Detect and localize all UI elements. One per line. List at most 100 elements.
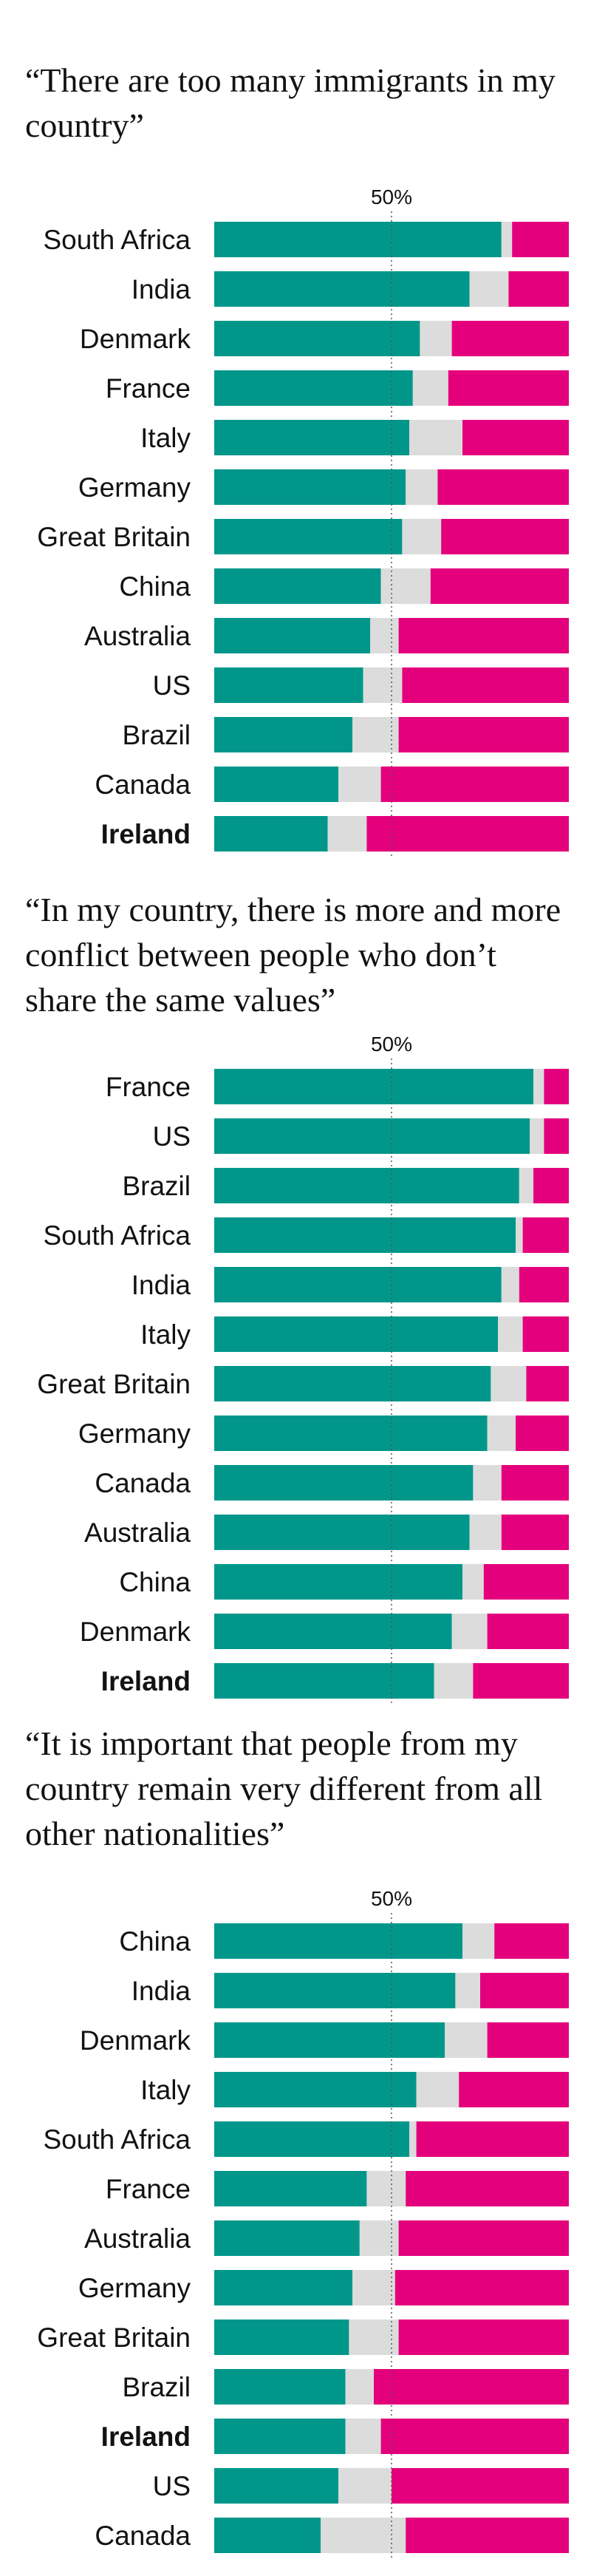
bar-segment-neutral [491, 1366, 527, 1401]
bar-row: India [131, 1973, 569, 2008]
bar-segment-agree [214, 2369, 346, 2405]
bar-row: Italy [140, 1316, 569, 1352]
bar-chart: 50% South Africa India Denmark France Italy Ge… [37, 186, 569, 857]
bar-row: Denmark [80, 321, 569, 356]
bar-segment-neutral [469, 1515, 502, 1550]
bar-segment-disagree [487, 1614, 569, 1649]
bar-segment-neutral [409, 420, 462, 455]
bar-segment-disagree [406, 2171, 569, 2206]
bar-segment-agree [214, 2419, 346, 2454]
bar-segment-agree [214, 271, 470, 307]
category-label: China [119, 1926, 191, 1957]
bar-row: Ireland [101, 816, 569, 852]
bar-segment-neutral [402, 519, 442, 554]
midline-label: 50% [371, 1887, 412, 1910]
category-label: France [106, 1072, 191, 1102]
bar-segment-disagree [380, 2419, 569, 2454]
bar-segment-disagree [430, 568, 569, 604]
bar-row: Denmark [80, 1614, 569, 1649]
bar-segment-neutral [445, 2022, 488, 2058]
bar-row: Brazil [122, 717, 569, 752]
bar-segment-disagree [448, 370, 569, 406]
category-label: Italy [140, 423, 191, 453]
bar-segment-neutral [352, 2270, 395, 2305]
bar-segment-disagree [374, 2369, 569, 2405]
category-label: France [106, 2174, 191, 2204]
bar-segment-agree [214, 1168, 519, 1203]
bar-segment-disagree [508, 271, 569, 307]
bar-row: Italy [140, 420, 569, 455]
bar-segment-agree [214, 1416, 488, 1451]
bar-segment-neutral [455, 1973, 480, 2008]
bar-chart: 50% China India Denmark Italy South Africa Fra… [37, 1887, 569, 2559]
bar-segment-disagree [416, 2121, 569, 2157]
bar-segment-disagree [526, 1366, 569, 1401]
bar-segment-neutral [338, 2468, 392, 2504]
category-label: Ireland [101, 2422, 191, 2452]
bar-segment-disagree [441, 519, 569, 554]
bar-segment-neutral [412, 370, 448, 406]
bar-segment-agree [214, 1267, 502, 1302]
bar-segment-neutral [519, 1168, 533, 1203]
category-label: South Africa [43, 1220, 191, 1251]
bar-segment-agree [214, 717, 353, 752]
category-label: Germany [78, 1418, 191, 1449]
bar-segment-neutral [380, 568, 431, 604]
bar-segment-agree [214, 2072, 417, 2107]
bar-segment-neutral [370, 618, 399, 653]
bar-segment-agree [214, 767, 338, 802]
bar-row: South Africa [43, 2121, 569, 2157]
bar-segment-disagree [380, 767, 569, 802]
bar-row: Germany [78, 1416, 569, 1451]
bar-segment-agree [214, 2220, 360, 2256]
bar-segment-agree [214, 321, 420, 356]
bar-row: Canada [95, 1465, 569, 1501]
bar-segment-agree [214, 2468, 338, 2504]
bar-segment-agree [214, 1217, 516, 1253]
bar-segment-disagree [398, 618, 569, 653]
bar-segment-disagree [519, 1267, 569, 1302]
bar-segment-disagree [544, 1069, 569, 1104]
bar-segment-agree [214, 1366, 491, 1401]
bar-segment-disagree [462, 420, 569, 455]
bar-segment-disagree [451, 321, 569, 356]
category-label: Australia [84, 1518, 191, 1548]
bar-segment-agree [214, 1923, 462, 1959]
bar-segment-agree [214, 1118, 530, 1154]
bar-segment-disagree [394, 2270, 569, 2305]
bar-segment-agree [214, 2022, 445, 2058]
bar-segment-neutral [462, 1923, 495, 1959]
chart-section-3: “It is important that people from my cou… [0, 1715, 591, 2576]
bar-row: US [153, 2468, 569, 2504]
bar-row: China [119, 1564, 569, 1600]
bar-segment-neutral [451, 1614, 488, 1649]
category-label: US [153, 1121, 191, 1152]
bar-segment-disagree [398, 717, 569, 752]
bar-segment-neutral [462, 1564, 484, 1600]
bar-row: Germany [78, 2270, 569, 2305]
bar-segment-disagree [512, 222, 569, 257]
bar-row: South Africa [43, 1217, 569, 1253]
bar-segment-disagree [459, 2072, 569, 2107]
bar-row: Italy [140, 2072, 569, 2107]
bar-segment-neutral [406, 469, 438, 505]
bar-row: Great Britain [37, 2320, 569, 2355]
bar-segment-neutral [321, 2518, 406, 2553]
bar-row: Brazil [122, 2369, 569, 2405]
bar-segment-disagree [398, 2220, 569, 2256]
category-label: Canada [95, 2521, 191, 2551]
category-label: Great Britain [37, 522, 191, 552]
bar-segment-neutral [327, 816, 367, 852]
bar-segment-disagree [366, 816, 569, 852]
category-label: India [131, 1270, 191, 1300]
bar-segment-neutral [359, 2220, 399, 2256]
bar-segment-agree [214, 816, 328, 852]
bar-segment-neutral [345, 2369, 374, 2405]
bar-segment-agree [214, 2171, 367, 2206]
bar-row: India [131, 271, 569, 307]
bar-segment-agree [214, 1316, 498, 1352]
category-label: Italy [140, 1319, 191, 1350]
bar-segment-agree [214, 469, 406, 505]
category-label: US [153, 670, 191, 701]
bar-row: France [106, 2171, 569, 2206]
